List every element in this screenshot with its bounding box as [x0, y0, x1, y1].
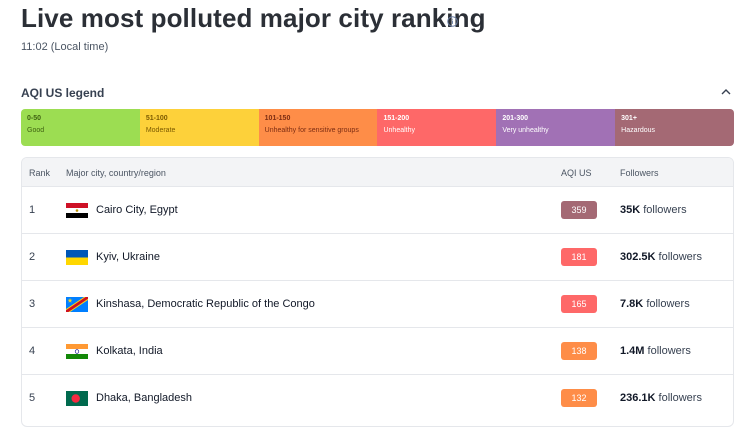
aqi-badge: 138	[561, 342, 597, 360]
aqi-badge: 165	[561, 295, 597, 313]
rank-number: 4	[29, 345, 36, 357]
india-flag-icon	[66, 344, 88, 359]
legend-segment-unhealthy: 151-200 Unhealthy	[377, 109, 497, 146]
legend-range: 0-50	[27, 115, 42, 122]
followers-count: 236.1K followers	[620, 392, 702, 404]
legend-label: Moderate	[145, 127, 176, 134]
followers-number: 7.8K	[620, 298, 644, 310]
legend-segment-very-unhealthy: 201-300 Very unhealthy	[496, 109, 616, 146]
rank-number: 3	[29, 298, 36, 310]
city-name[interactable]: Dhaka, Bangladesh	[96, 392, 193, 404]
table-row[interactable]: 4 Kolkata, India 138 1.4M followers	[22, 327, 733, 374]
legend-segment-unhealthy-sensitive: 101-150 Unhealthy for sensitive groups	[258, 109, 378, 146]
table-row[interactable]: 3 Kinshasa, Democratic Republic of the C…	[22, 280, 733, 327]
legend-range: 101-150	[264, 115, 291, 122]
legend-range: 51-100	[145, 115, 168, 122]
rank-number: 1	[29, 204, 36, 216]
followers-number: 236.1K	[620, 392, 656, 404]
legend-segment-hazardous: 301+ Hazardous	[615, 109, 734, 146]
city-name[interactable]: Cairo City, Egypt	[96, 204, 178, 216]
page-title: Live most polluted major city ranking	[21, 3, 486, 33]
followers-number: 1.4M	[620, 345, 645, 357]
followers-number: 35K	[620, 204, 641, 216]
aqi-badge: 359	[561, 201, 597, 219]
city-name[interactable]: Kinshasa, Democratic Republic of the Con…	[96, 298, 315, 310]
legend-range: 201-300	[502, 115, 529, 122]
header-aqi: AQI US	[561, 168, 592, 178]
legend-label: Very unhealthy	[502, 127, 549, 134]
followers-word: followers	[658, 392, 702, 404]
legend-label: Unhealthy for sensitive groups	[264, 127, 359, 134]
chevron-up-icon[interactable]	[719, 86, 733, 98]
rank-number: 5	[29, 392, 36, 404]
header-rank: Rank	[29, 168, 51, 178]
legend-segment-good: 0-50 Good	[21, 109, 140, 146]
followers-word: followers	[646, 298, 690, 310]
ukraine-flag-icon	[66, 250, 88, 265]
rank-number: 2	[29, 251, 36, 263]
legend-label: Hazardous	[621, 127, 655, 134]
aqi-badge: 181	[561, 248, 597, 266]
followers-number: 302.5K	[620, 251, 656, 263]
legend-title: AQI US legend	[21, 86, 105, 100]
bangladesh-flag-icon	[66, 391, 88, 406]
legend-range: 151-200	[383, 115, 410, 122]
egypt-flag-icon	[66, 203, 88, 218]
followers-word: followers	[643, 204, 687, 216]
legend-segment-moderate: 51-100 Moderate	[139, 109, 259, 146]
ranking-table: Rank Major city, country/region AQI US F…	[21, 157, 734, 427]
followers-count: 1.4M followers	[620, 345, 691, 357]
legend-label: Unhealthy	[383, 127, 416, 134]
aqi-legend-bar: 0-50 Good 51-100 Moderate 101-150 Unheal…	[21, 109, 734, 146]
header-followers: Followers	[620, 168, 659, 178]
table-row[interactable]: 2 Kyiv, Ukraine 181 302.5K followers	[22, 233, 733, 280]
followers-word: followers	[658, 251, 702, 263]
aqi-badge: 132	[561, 389, 597, 407]
legend-label: Good	[27, 127, 45, 134]
table-row[interactable]: 5 Dhaka, Bangladesh 132 236.1K followers	[22, 374, 733, 421]
followers-word: followers	[647, 345, 691, 357]
city-name[interactable]: Kyiv, Ukraine	[96, 251, 160, 263]
city-name[interactable]: Kolkata, India	[96, 345, 163, 357]
local-time: 11:02 (Local time)	[21, 41, 109, 53]
table-header: Rank Major city, country/region AQI US F…	[22, 158, 733, 186]
followers-count: 35K followers	[620, 204, 687, 216]
legend-range: 301+	[621, 115, 637, 122]
info-icon[interactable]	[447, 16, 458, 27]
followers-count: 302.5K followers	[620, 251, 702, 263]
header-city: Major city, country/region	[66, 168, 166, 178]
table-row[interactable]: 1 Cairo City, Egypt 359 35K followers	[22, 186, 733, 233]
dr-congo-flag-icon	[66, 297, 88, 312]
followers-count: 7.8K followers	[620, 298, 690, 310]
